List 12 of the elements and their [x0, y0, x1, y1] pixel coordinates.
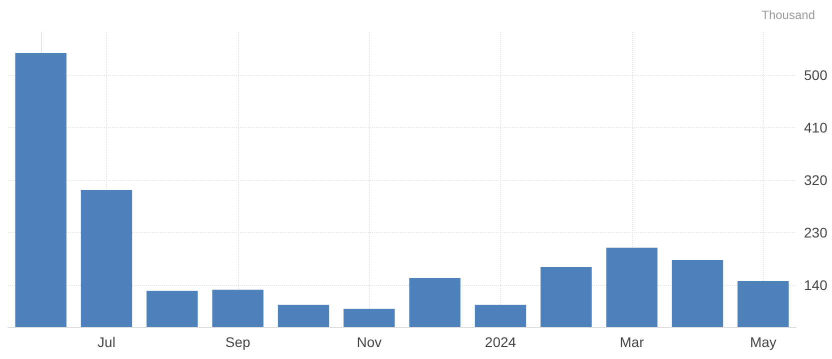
y-tick-label: 500	[804, 67, 828, 84]
y-tick-label: 410	[804, 120, 828, 136]
x-tick-label: Mar	[620, 334, 644, 350]
x-tick-label: Sep	[225, 334, 250, 350]
x-tick-label: 2024	[484, 334, 516, 350]
x-tick-label: Nov	[356, 334, 382, 350]
x-tick-label: Jul	[98, 334, 116, 350]
x-tick-label: May	[750, 334, 776, 350]
y-tick-label: 230	[804, 224, 828, 241]
y-tick-label: 320	[804, 172, 828, 188]
y-axis-title: Thousand	[762, 8, 815, 22]
y-tick-label: 140	[804, 277, 828, 294]
